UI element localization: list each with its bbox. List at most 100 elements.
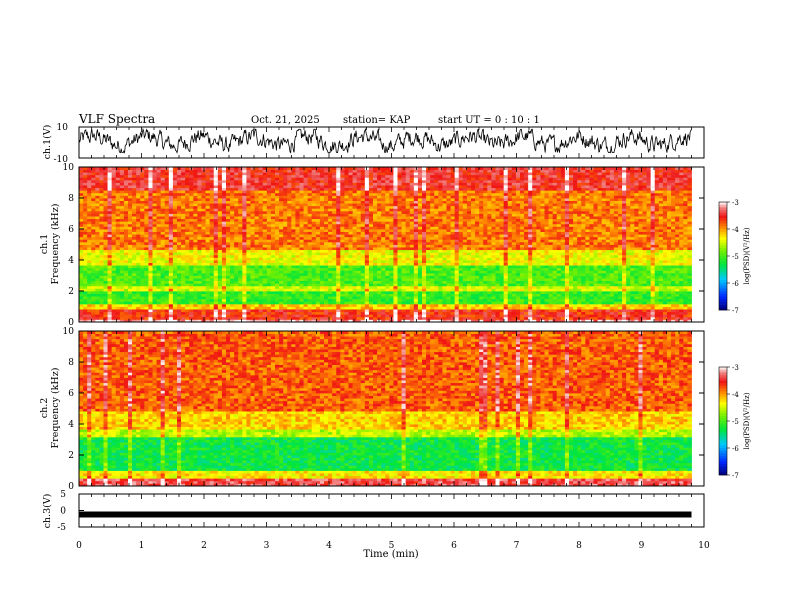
spectrogram-cell — [201, 244, 206, 248]
spectrogram-cell — [95, 198, 100, 201]
spectrogram-cell — [168, 203, 174, 207]
spectrogram-cell — [234, 283, 239, 287]
spectrogram-cell — [205, 285, 211, 289]
spectrogram-cell — [79, 203, 84, 207]
spectrogram-cell — [405, 311, 411, 315]
spectrogram-cell — [238, 179, 243, 183]
spectrogram-cell — [164, 226, 170, 230]
spectrogram-cell — [275, 249, 280, 253]
spectrogram-cell — [246, 278, 251, 282]
spectrogram-cell — [201, 223, 206, 227]
spectrogram-cell — [340, 244, 345, 248]
spectrogram-cell — [299, 316, 304, 320]
spectrogram-cell — [368, 179, 374, 183]
spectrogram-cell — [283, 185, 288, 189]
spectrogram-cell — [328, 249, 333, 253]
spectrogram-cell — [291, 198, 296, 201]
spectrogram-cell — [156, 223, 162, 227]
spectrogram-cell — [279, 218, 284, 222]
spectrogram-cell — [332, 265, 337, 269]
spectrogram-cell — [299, 241, 304, 245]
spectrogram-cell — [262, 311, 268, 315]
spectrogram-cell — [91, 244, 96, 248]
spectrogram-cell — [291, 288, 296, 292]
spectrogram-cell — [332, 167, 337, 170]
spectrogram-cell — [373, 275, 378, 279]
spectrogram-cell — [181, 241, 186, 245]
spectrogram-cell — [360, 210, 366, 214]
spectrogram-cell — [401, 306, 407, 310]
spectrogram-cell — [152, 239, 157, 243]
spectrogram-cell — [168, 205, 174, 209]
spectrogram-cell — [303, 239, 309, 243]
spectrogram-cell — [160, 231, 166, 235]
spectrogram-cell — [238, 262, 243, 266]
spectrogram-cell — [413, 172, 419, 176]
spectrogram-cell — [132, 288, 137, 292]
spectrogram-cell — [209, 260, 215, 263]
spectrogram-cell — [311, 249, 317, 253]
spectrogram-cell — [266, 167, 272, 170]
spectrogram-cell — [364, 226, 370, 230]
spectrogram-cell — [381, 301, 386, 305]
spectrogram-cell — [115, 234, 121, 238]
spectrogram-cell — [413, 280, 419, 284]
spectrogram-cell — [83, 272, 88, 276]
spectrogram-cell — [405, 174, 411, 178]
spectrogram-cell — [226, 283, 231, 287]
spectrogram-cell — [279, 293, 284, 297]
spectrogram-cell — [128, 252, 133, 256]
spectrogram-cell — [144, 239, 149, 243]
spectrogram-cell — [123, 249, 129, 253]
spectrogram-cell — [283, 213, 288, 217]
spectrogram-cell — [209, 252, 215, 256]
spectrogram-cell — [95, 283, 100, 287]
spectrogram-cell — [311, 244, 317, 248]
spectrogram-cell — [115, 200, 121, 204]
spectrogram-cell — [115, 185, 121, 189]
spectrogram-cell — [303, 234, 309, 238]
spectrogram-cell — [234, 208, 239, 212]
spectrogram-cell — [389, 236, 394, 240]
spectrogram-cell — [156, 257, 162, 261]
spectrogram-cell — [226, 213, 231, 217]
spectrogram-cell — [132, 231, 137, 235]
spectrogram-cell — [177, 301, 182, 305]
spectrogram-cell — [156, 174, 162, 178]
spectrogram-cell — [119, 182, 125, 186]
spectrogram-cell — [328, 200, 333, 204]
spectrogram-cell — [270, 172, 276, 176]
spectrogram-cell — [250, 190, 255, 194]
spectrogram-cell — [148, 296, 153, 300]
spectrogram-cell — [140, 241, 145, 245]
spectrogram-cell — [152, 288, 157, 292]
spectrogram-cell — [348, 241, 353, 245]
spectrogram-cell — [123, 314, 129, 318]
spectrogram-cell — [270, 244, 276, 248]
spectrogram-cell — [209, 213, 215, 217]
spectrogram-cell — [95, 216, 100, 220]
spectrogram-cell — [377, 223, 382, 227]
spectrogram-cell — [234, 316, 239, 320]
spectrogram-cell — [164, 311, 170, 315]
spectrogram-cell — [258, 195, 264, 199]
spectrogram-cell — [205, 203, 211, 207]
spectrogram-cell — [393, 314, 398, 318]
spectrogram-cell — [177, 306, 182, 310]
spectrogram-cell — [189, 316, 194, 320]
spectrogram-cell — [250, 288, 255, 292]
spectrogram-cell — [91, 223, 96, 227]
spectrogram-cell — [315, 306, 321, 310]
spectrogram-cell — [319, 210, 325, 214]
spectrogram-cell — [95, 182, 100, 186]
spectrogram-cell — [107, 311, 113, 315]
spectrogram-cell — [405, 169, 411, 173]
spectrogram-cell — [262, 301, 268, 305]
spectrogram-cell — [397, 167, 402, 170]
spectrogram-cell — [164, 296, 170, 300]
spectrogram-cell — [393, 283, 398, 287]
spectrogram-cell — [144, 265, 149, 269]
spectrogram-cell — [152, 208, 157, 212]
spectrogram-cell — [258, 265, 264, 269]
spectrogram-cell — [79, 208, 84, 212]
